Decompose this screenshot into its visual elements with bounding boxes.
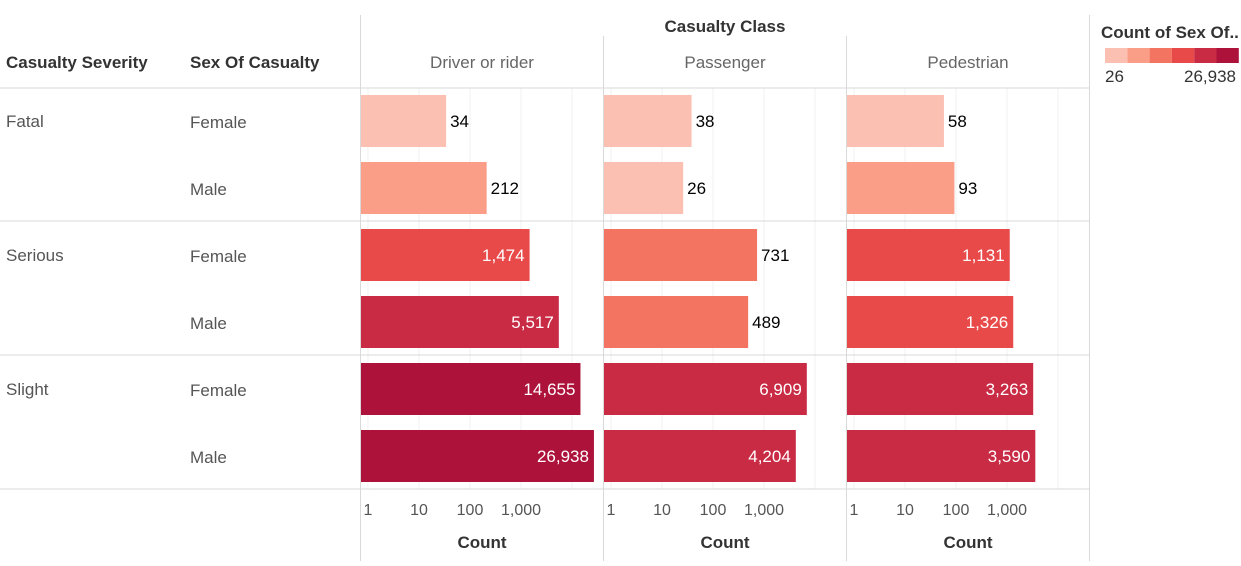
x-tick-label: 1 — [607, 502, 616, 519]
bar — [604, 296, 749, 348]
legend-title: Count of Sex Of.. — [1101, 23, 1239, 42]
legend-swatch — [1127, 48, 1150, 63]
bar — [847, 363, 1034, 415]
legend-swatch — [1194, 48, 1217, 63]
row-header-sex: Sex Of Casualty — [190, 53, 320, 72]
bar — [847, 162, 955, 214]
x-tick-label: 10 — [896, 502, 914, 519]
severity-label: Serious — [6, 246, 64, 265]
data-label: 38 — [696, 112, 715, 131]
column-header-0: Driver or rider — [430, 53, 534, 72]
sex-label: Male — [190, 180, 227, 199]
sex-label: Female — [190, 113, 247, 132]
x-tick-label: 1,000 — [744, 502, 784, 519]
x-tick-label: 100 — [700, 502, 727, 519]
x-tick-label: 100 — [943, 502, 970, 519]
data-label: 34 — [450, 112, 469, 131]
x-tick-label: 1 — [364, 502, 373, 519]
x-tick-label: 10 — [410, 502, 428, 519]
data-label: 1,326 — [966, 313, 1009, 332]
bar — [361, 162, 487, 214]
bar — [361, 363, 581, 415]
x-tick-label: 1,000 — [987, 502, 1027, 519]
data-label: 1,474 — [482, 246, 525, 265]
bar — [604, 430, 796, 482]
bar — [361, 296, 559, 348]
data-label: 6,909 — [759, 380, 802, 399]
legend-swatch — [1149, 48, 1172, 63]
x-tick-label: 10 — [653, 502, 671, 519]
legend-swatch — [1105, 48, 1128, 63]
severity-label: Slight — [6, 380, 49, 399]
data-label: 14,655 — [523, 380, 575, 399]
bar — [847, 430, 1036, 482]
bar — [604, 95, 692, 147]
legend-swatch — [1216, 48, 1239, 63]
data-label: 4,204 — [748, 447, 791, 466]
x-tick-label: 1 — [850, 502, 859, 519]
column-header-title: Casualty Class — [665, 17, 786, 36]
legend-max-label: 26,938 — [1184, 67, 1236, 86]
bar — [847, 95, 944, 147]
data-label: 5,517 — [511, 313, 554, 332]
data-label: 26,938 — [537, 447, 589, 466]
data-label: 212 — [491, 179, 519, 198]
sex-label: Female — [190, 247, 247, 266]
bar — [847, 229, 1010, 281]
bar — [604, 162, 684, 214]
bar — [361, 95, 447, 147]
data-label: 26 — [687, 179, 706, 198]
column-header-1: Passenger — [684, 53, 766, 72]
bar — [847, 296, 1014, 348]
bar — [361, 229, 530, 281]
severity-label: Fatal — [6, 112, 44, 131]
data-label: 3,263 — [986, 380, 1029, 399]
data-label: 93 — [958, 179, 977, 198]
legend-swatch — [1171, 48, 1195, 63]
data-label: 489 — [752, 313, 780, 332]
data-label: 58 — [948, 112, 967, 131]
x-axis-title: Count — [700, 533, 749, 552]
data-label: 1,131 — [962, 246, 1005, 265]
data-label: 731 — [761, 246, 789, 265]
x-tick-label: 1,000 — [501, 502, 541, 519]
bar — [604, 229, 758, 281]
sex-label: Male — [190, 314, 227, 333]
bar — [361, 430, 594, 482]
row-header-severity: Casualty Severity — [6, 53, 148, 72]
sex-label: Male — [190, 448, 227, 467]
sex-label: Female — [190, 381, 247, 400]
bar — [604, 363, 807, 415]
x-axis-title: Count — [943, 533, 992, 552]
column-header-2: Pedestrian — [927, 53, 1008, 72]
legend-min-label: 26 — [1105, 67, 1124, 86]
data-label: 3,590 — [988, 447, 1031, 466]
x-axis-title: Count — [457, 533, 506, 552]
x-tick-label: 100 — [457, 502, 484, 519]
